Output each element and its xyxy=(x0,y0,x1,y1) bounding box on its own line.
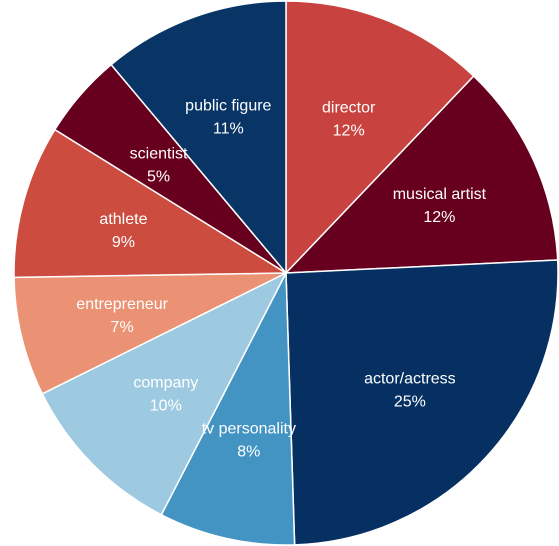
slice-percent: 8% xyxy=(237,444,260,461)
pie-slice-company xyxy=(41,272,287,516)
pie-slice-actor-actress xyxy=(285,259,559,546)
slice-percent: 12% xyxy=(333,122,365,139)
slice-percent: 11% xyxy=(213,121,244,138)
slice-percent: 9% xyxy=(112,234,135,251)
slice-percent: 10% xyxy=(150,397,182,414)
slice-label: tv personality xyxy=(202,421,296,438)
pie-slice-athlete xyxy=(13,128,287,279)
slice-label: actor/actress xyxy=(364,370,456,387)
pie-slice-musical-artist xyxy=(285,75,559,274)
slice-percent: 25% xyxy=(394,393,426,410)
pie-labels: director 12% musical artist 12% actor/actres… xyxy=(76,98,486,461)
slice-label: scientist xyxy=(130,146,188,163)
pie-slice-public-figure xyxy=(110,0,287,274)
pie-slice-entrepreneur xyxy=(13,272,287,395)
pie-slice-tv-personality xyxy=(160,272,296,546)
slice-label: public figure xyxy=(185,98,271,115)
pie-slices xyxy=(13,0,559,546)
pie-slice-director xyxy=(285,0,475,274)
slice-label: company xyxy=(133,374,198,391)
slice-percent: 5% xyxy=(147,169,170,186)
slice-percent: 7% xyxy=(111,319,134,336)
slice-label: director xyxy=(322,99,376,116)
slice-label: musical artist xyxy=(393,186,487,203)
slice-label: entrepreneur xyxy=(76,296,168,313)
slice-label: athlete xyxy=(99,211,147,228)
slice-percent: 12% xyxy=(423,209,455,226)
